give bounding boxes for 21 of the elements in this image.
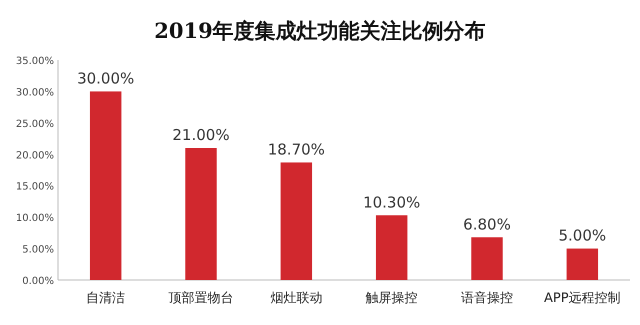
xtick: 烟灶联动: [270, 291, 322, 306]
xtick: 顶部置物台: [168, 291, 234, 306]
xtick: 语音操控: [461, 291, 513, 306]
data-label: 18.70%: [268, 140, 325, 158]
data-label: 30.00%: [77, 69, 134, 88]
ytick: 30.00%: [16, 87, 54, 98]
data-label: 6.80%: [463, 215, 511, 234]
title: 2019年度集成灶功能关注比例分布: [154, 18, 486, 43]
ytick: 25.00%: [16, 118, 54, 130]
ytick: 10.00%: [16, 213, 54, 224]
xtick: 自清洁: [86, 291, 126, 306]
ytick: 5.00%: [22, 244, 54, 256]
data-label: 21.00%: [172, 126, 230, 144]
ytick: 20.00%: [16, 150, 54, 162]
ytick: 15.00%: [16, 182, 54, 193]
data-label: 5.00%: [558, 226, 606, 245]
ytick: 35.00%: [16, 56, 54, 67]
ytick: 0.00%: [22, 276, 54, 287]
xtick: APP远程控制: [544, 291, 621, 306]
data-label: 10.30%: [363, 193, 420, 212]
xtick: 触屏操控: [366, 291, 418, 306]
